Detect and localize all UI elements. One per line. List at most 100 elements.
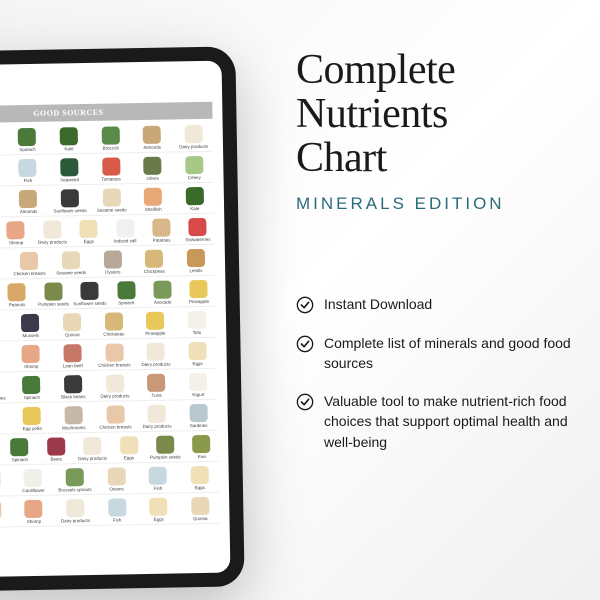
food-item: Quinoa: [181, 497, 220, 522]
food-icon: [0, 470, 1, 488]
check-icon: [296, 393, 314, 411]
food-item: Eggs: [178, 342, 217, 367]
food-icon: [19, 190, 37, 208]
food-item: Kale: [175, 187, 214, 212]
food-icon: [147, 374, 165, 392]
food-icon: [105, 343, 123, 361]
food-label: Peanuts: [9, 302, 26, 307]
food-item: Poultry: [0, 500, 12, 525]
food-item: Dairy products: [56, 499, 95, 524]
food-icon: [23, 407, 41, 425]
food-label: Spinach: [19, 147, 35, 152]
table-row: Has a critical role in fluid balance, ne…: [0, 371, 217, 406]
food-item: Fish: [138, 466, 177, 491]
check-icon: [296, 335, 314, 353]
food-label: Sesame seeds: [56, 270, 86, 276]
food-label: Dairy products: [141, 362, 170, 368]
food-label: Sunflower seeds: [53, 208, 86, 214]
food-icon: [63, 344, 81, 362]
food-icon: [188, 311, 206, 329]
food-label: Dairy products: [179, 144, 208, 150]
food-item: Almonds: [133, 126, 172, 151]
food-item: Sunflower seeds: [50, 189, 89, 214]
food-item: Seaweed: [50, 158, 89, 183]
table-row: Powerful antioxidant. It plays a role in…: [0, 402, 218, 437]
food-item: Chicken breasts: [95, 343, 134, 368]
food-label: Yogurt: [192, 392, 205, 397]
food-item: Olives: [133, 157, 172, 182]
food-label: Mushrooms: [62, 425, 86, 430]
food-icon: [62, 251, 80, 269]
feature-item: Instant Download: [296, 294, 576, 314]
food-label: Shrimp: [9, 240, 23, 245]
food-label: Sesame seeds: [97, 207, 127, 213]
food-icon: [102, 157, 120, 175]
food-icon: [190, 280, 208, 298]
sources-cell: SalmonTunaShrimpLean beefChicken breasts…: [0, 342, 217, 371]
food-item: Dairy products: [174, 125, 213, 150]
food-icon: [116, 219, 134, 237]
food-label: Avocado: [154, 300, 172, 305]
food-icon: [108, 498, 126, 516]
food-item: Spinach: [8, 128, 47, 153]
food-label: Shellfish: [145, 207, 162, 212]
food-label: Spinach: [24, 395, 40, 400]
food-item: Tuna: [0, 252, 7, 277]
sources-cell: Brazil nutsSalmonEgg yolksMushroomsChick…: [0, 404, 218, 433]
food-label: Chickpeas: [103, 331, 124, 336]
food-item: Fish: [8, 159, 47, 184]
food-item: Potatoes: [145, 218, 179, 243]
food-icon: [117, 281, 135, 299]
food-icon: [20, 252, 38, 270]
food-icon: [188, 342, 206, 360]
food-label: Kale: [190, 206, 199, 211]
food-label: Tofu: [193, 330, 202, 335]
food-icon: [148, 405, 166, 423]
food-icon: [43, 220, 61, 238]
table-row: Vital for the structure and function of …: [0, 464, 219, 499]
food-icon: [156, 436, 174, 454]
food-label: Dairy products: [61, 518, 90, 524]
table-row: Essential for the formation of bones and…: [0, 340, 217, 375]
food-label: Tomatoes: [101, 176, 121, 181]
food-label: Tuna: [151, 393, 161, 398]
table-row: Critical role in supporting wound healin…: [0, 495, 220, 530]
food-icon: [184, 125, 202, 143]
food-item: Pineapple: [136, 311, 175, 336]
food-item: Broccoli: [91, 126, 130, 151]
food-icon: [22, 345, 40, 363]
food-item: Celery: [175, 156, 214, 181]
food-item: Quinoa: [53, 313, 92, 338]
food-item: Dairy products: [137, 404, 176, 429]
food-icon: [191, 497, 209, 515]
food-item: Eggs: [139, 497, 178, 522]
food-label: Iodized salt: [114, 238, 137, 243]
food-icon: [63, 313, 81, 331]
food-item: Pumpkin seeds: [36, 282, 70, 307]
food-icon: [21, 314, 39, 332]
table-row: Integral part of thyroid hormone metabol…: [0, 216, 215, 251]
sources-cell: AlmondsPeanutsMusselsQuinoaChickpeasPine…: [0, 311, 216, 340]
food-item: Eggs: [112, 436, 146, 461]
food-label: Dairy products: [143, 424, 172, 430]
sources-cell: SalmonSweet potatoesSpinachBlack beansDa…: [0, 373, 217, 402]
food-icon: [153, 281, 171, 299]
food-item: Eggs: [180, 466, 219, 491]
food-label: Fish: [113, 517, 122, 522]
food-item: Oysters: [93, 250, 132, 275]
food-icon: [189, 373, 207, 391]
sources-cell: MeatPoultryShrimpDairy productsFishEggsQ…: [0, 497, 220, 526]
food-icon: [189, 218, 207, 236]
sources-cell: CashewsBeef liverAlmondsSunflower seedsS…: [0, 187, 214, 216]
food-label: Shrimp: [24, 364, 38, 369]
food-icon: [60, 127, 78, 145]
food-icon: [18, 128, 36, 146]
food-label: Quinoa: [65, 332, 80, 337]
sources-cell: TunaSeaweedShrimpDairy productsEggsIodiz…: [0, 218, 215, 247]
food-label: Oysters: [105, 269, 121, 274]
header-sources: GOOD SOURCES: [0, 102, 213, 124]
food-item: Iodized salt: [108, 219, 142, 244]
food-icon: [101, 126, 119, 144]
title-line: Nutrients: [296, 91, 448, 137]
food-label: Chicken breasts: [13, 271, 45, 277]
